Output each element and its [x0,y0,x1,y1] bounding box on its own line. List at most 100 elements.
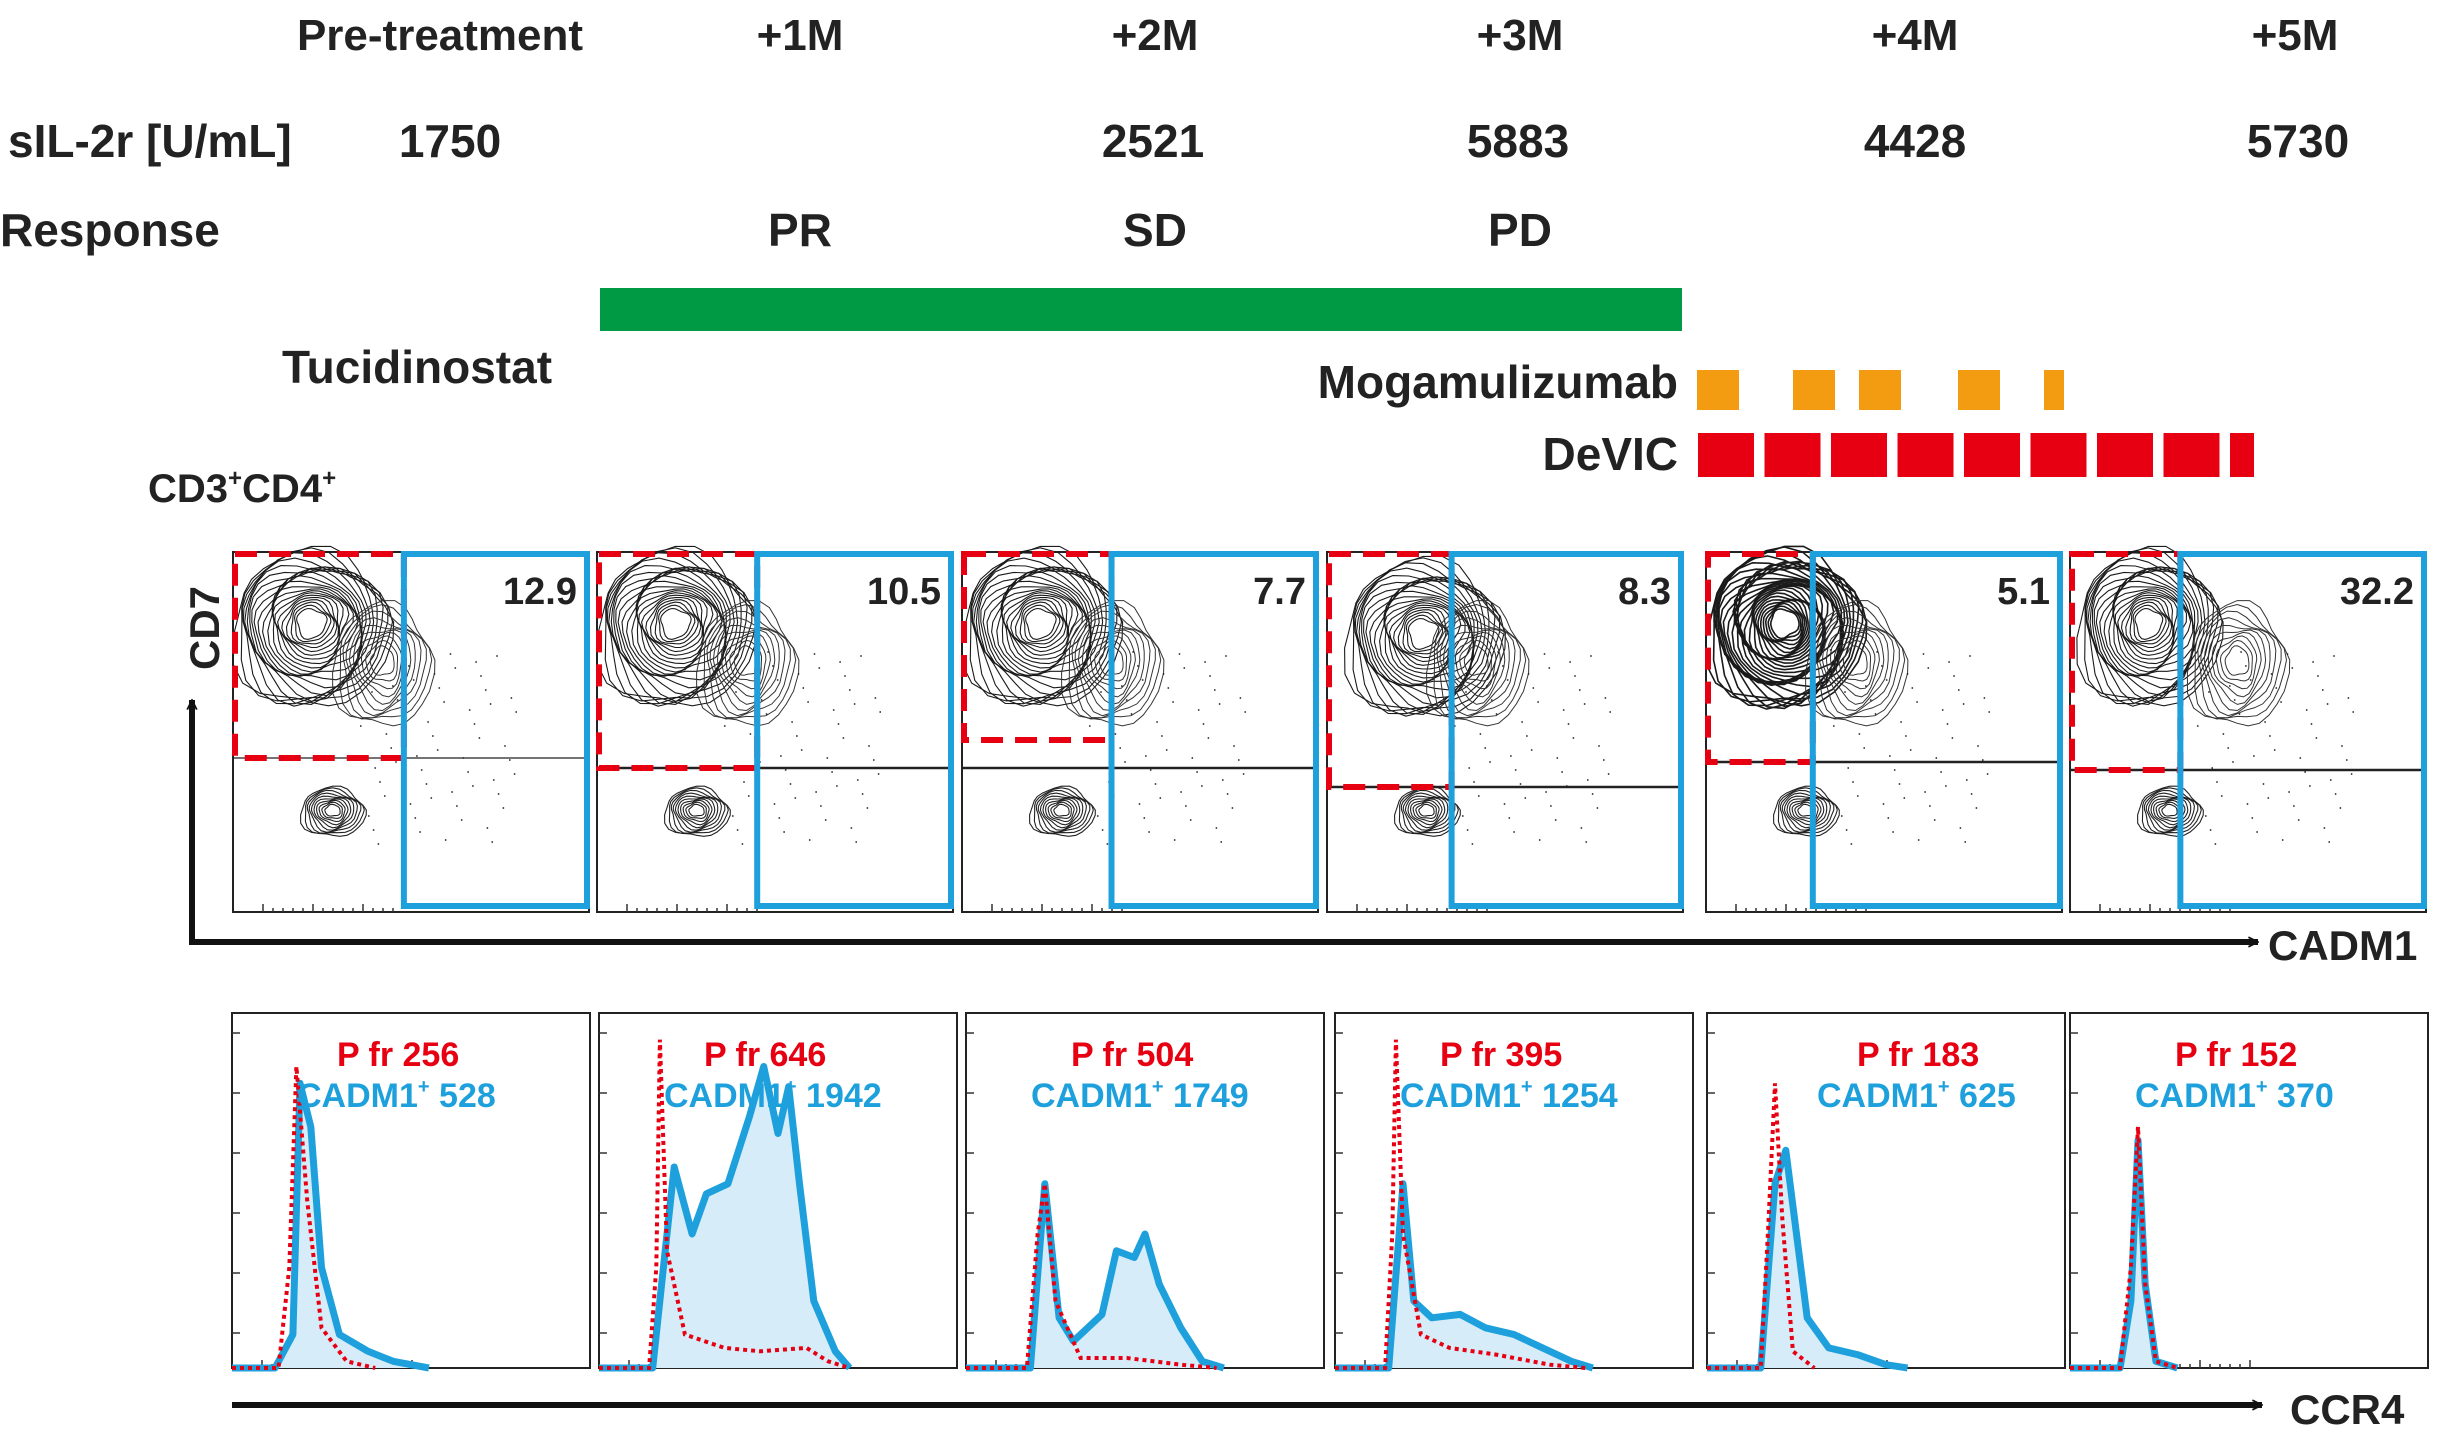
event-dot [383,795,386,797]
pfr-histogram-line [1707,1083,1816,1370]
contour-line [1053,803,1070,817]
cadm1-histogram-line [232,1079,430,1372]
response-value: PD [1488,204,1552,256]
contour-panels: 12.9 10.5 7.7 8.3 5.1 32.2 [232,545,2428,913]
contour-line [613,566,735,697]
cadm1-mfi-label: CADM1+ 370 [2135,1076,2334,1115]
event-dot [2299,757,2302,759]
event-dot [848,689,851,691]
event-dot [1461,815,1464,817]
event-dot [1524,797,1527,799]
event-dot [2253,755,2255,757]
event-dot [1242,773,1245,775]
gate-title-sup: + [228,465,242,492]
contour-line [324,803,341,817]
contour-line [332,600,436,727]
event-dot [489,703,492,705]
event-dot [1856,795,1859,797]
mogamulizumab-doses [1697,370,2064,410]
event-dot [1561,771,1563,773]
event-dot [2264,721,2267,723]
event-dot [831,771,833,773]
event-dot [861,793,864,795]
event-dot [1556,757,1559,759]
contour-line [1074,617,1151,717]
contour-line [1006,594,1069,656]
event-dot [451,791,453,793]
contour-line [1412,799,1440,823]
event-dot [1201,785,1203,787]
contour-line [1386,602,1456,670]
event-dot [1185,805,1187,807]
event-dot [1124,761,1126,763]
contour-line [1815,610,1900,719]
contour-line [1010,596,1069,653]
contour-line [658,604,696,643]
contour-line [244,565,378,705]
contour-line [2215,635,2258,690]
contour-plot: 5.1 [1704,545,2064,913]
contour-line [1757,598,1809,654]
contour-line [1077,624,1145,712]
tucidinostat-bar [600,288,1682,331]
contour-line [1393,606,1451,663]
event-dot [877,773,880,775]
event-dot [1148,831,1150,833]
event-dot [2269,735,2271,737]
event-dot [1513,831,1515,833]
event-dot [767,651,769,653]
response-row: Response PR SD PD [0,204,1552,256]
contour-line [313,797,352,829]
event-dot [1959,827,1962,829]
contour-line [978,566,1100,697]
event-dot [1479,733,1482,735]
event-dot [475,661,477,663]
event-dot [484,689,487,691]
contour-line [1454,635,1497,690]
event-dot [1508,817,1511,819]
event-dot [2249,679,2252,681]
cd7-axis-label: CD7 [181,586,228,670]
event-dot [1489,761,1491,763]
event-dot [2228,685,2231,687]
event-dot [1892,831,1894,833]
event-dot [844,675,846,677]
event-dot [492,779,495,781]
mogamulizumab-dose [1697,370,1739,410]
event-dot [416,755,418,757]
event-dot [747,795,750,797]
contour-line [321,801,343,819]
event-dot [1465,691,1467,693]
event-dot [1882,803,1885,805]
event-dot [765,713,768,715]
sil2r-label: sIL-2r [U/mL] [8,115,292,167]
event-dot [730,677,733,679]
contour-line [1764,602,1804,642]
event-dot [2315,737,2318,739]
event-dot [796,735,798,737]
event-dot [1977,745,1979,747]
event-dot [1970,793,1973,795]
event-dot [1844,691,1846,693]
response-value: SD [1123,204,1187,256]
event-dot [1951,737,1954,739]
event-dot [1889,755,1891,757]
event-dot [1161,735,1163,737]
event-dot [824,819,827,821]
event-dot [420,769,423,771]
event-dot [1839,677,1842,679]
event-dot [2304,771,2307,773]
cadm1-axis-label: CADM1 [2268,922,2417,969]
event-dot [2352,711,2355,713]
cadm1-mfi-label: CADM1+ 625 [1817,1076,2016,1115]
event-dot [2312,661,2315,663]
event-dot [1145,755,1147,757]
event-dot [2321,689,2324,691]
event-dot [513,773,516,775]
event-dot [1237,759,1240,761]
contour-line [1805,600,1909,727]
cadm1-mfi-name: CADM1 [1031,1077,1152,1115]
event-dot [2214,843,2217,845]
event-dot [1903,797,1906,799]
event-dot [1962,703,1965,705]
